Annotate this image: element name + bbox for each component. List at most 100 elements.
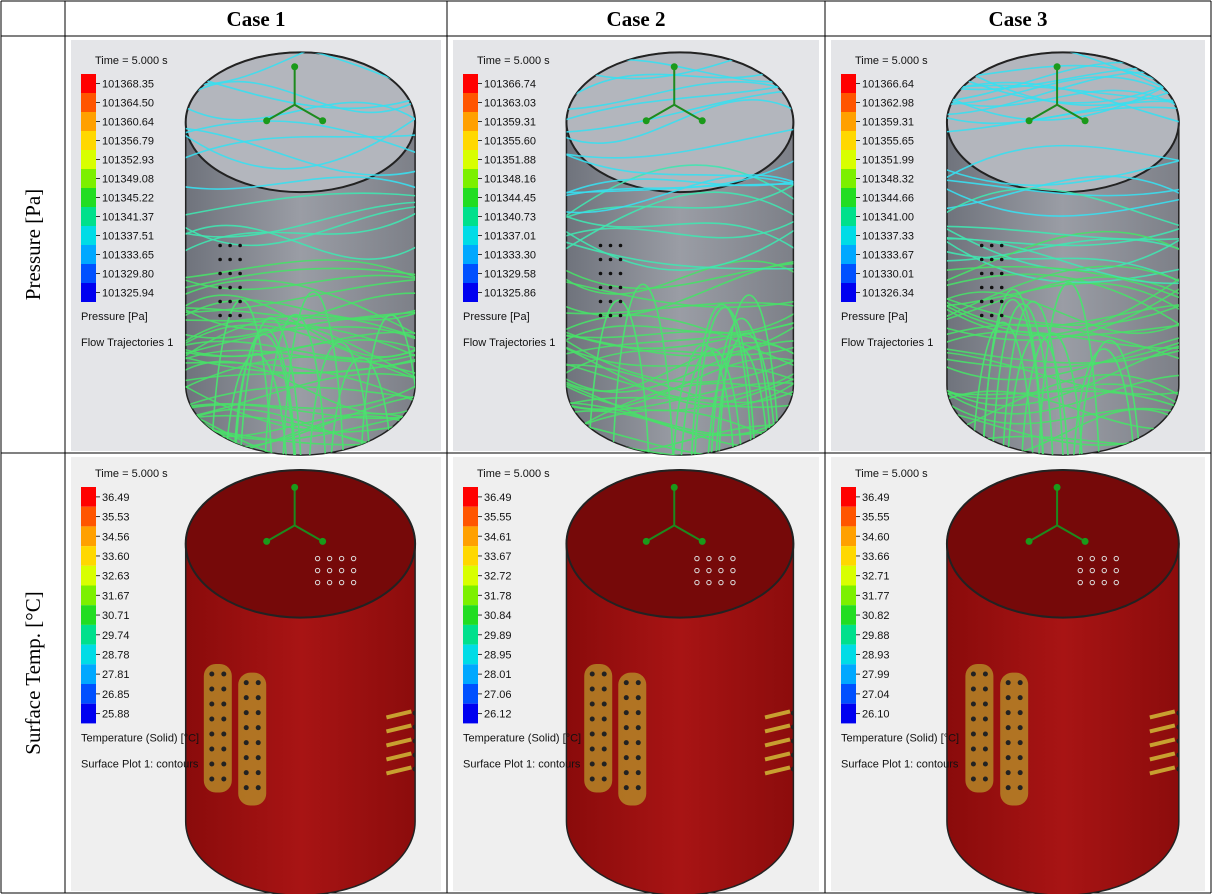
legend-value: 101363.03 bbox=[484, 98, 536, 110]
legend-swatch bbox=[841, 586, 856, 606]
axis-tip bbox=[671, 63, 678, 70]
inlet-hole bbox=[609, 314, 613, 318]
hole bbox=[1006, 710, 1011, 715]
legend-swatch bbox=[81, 586, 96, 606]
hole bbox=[590, 702, 595, 707]
legend-value: 101325.86 bbox=[484, 288, 536, 300]
hole bbox=[1018, 740, 1023, 745]
inlet-hole bbox=[238, 258, 242, 262]
inlet-hole bbox=[218, 272, 222, 276]
legend-value: 101326.34 bbox=[862, 288, 914, 300]
axis-tip bbox=[291, 63, 298, 70]
hole bbox=[971, 717, 976, 722]
legend-value: 26.85 bbox=[102, 689, 130, 701]
hole bbox=[244, 695, 249, 700]
figure-table: Case 1Case 2Case 3Pressure [Pa]Surface T… bbox=[0, 0, 1212, 894]
legend-swatch bbox=[463, 93, 478, 112]
legend-swatch bbox=[463, 264, 478, 283]
hole bbox=[983, 687, 988, 692]
legend-swatch bbox=[841, 264, 856, 283]
hole bbox=[602, 702, 607, 707]
inlet-hole bbox=[619, 314, 623, 318]
legend-value: 101349.08 bbox=[102, 174, 154, 186]
legend-swatch bbox=[463, 507, 478, 527]
hole bbox=[221, 672, 226, 677]
inlet-hole bbox=[599, 244, 603, 248]
hole bbox=[256, 725, 261, 730]
plot-label: Surface Plot 1: contours bbox=[841, 758, 959, 770]
legend-value: 101325.94 bbox=[102, 288, 154, 300]
legend-value: 101362.98 bbox=[862, 98, 914, 110]
legend-swatch bbox=[81, 625, 96, 645]
hole bbox=[221, 777, 226, 782]
inlet-hole bbox=[599, 300, 603, 304]
legend-swatch bbox=[463, 245, 478, 264]
hole bbox=[1006, 755, 1011, 760]
hole bbox=[624, 710, 629, 715]
hole bbox=[256, 740, 261, 745]
inlet-hole bbox=[228, 286, 232, 290]
inlet-hole bbox=[218, 244, 222, 248]
legend-swatch bbox=[841, 112, 856, 131]
hot-spot bbox=[238, 673, 266, 806]
legend-value: 30.84 bbox=[484, 610, 512, 622]
inlet-hole bbox=[1000, 286, 1004, 290]
inlet-hole bbox=[228, 314, 232, 318]
simulation-image: Time = 5.000 s101368.35101364.50101360.6… bbox=[71, 21, 441, 470]
hole bbox=[209, 777, 214, 782]
legend-value: 32.72 bbox=[484, 571, 512, 583]
hole bbox=[1018, 725, 1023, 730]
legend-value: 31.78 bbox=[484, 590, 512, 602]
hole bbox=[971, 672, 976, 677]
hole bbox=[209, 732, 214, 737]
legend-swatch bbox=[81, 526, 96, 546]
legend-swatch bbox=[81, 112, 96, 131]
simulation-image: Time = 5.000 s101366.74101363.03101359.3… bbox=[453, 0, 819, 469]
inlet-hole bbox=[599, 286, 603, 290]
legend-swatch bbox=[463, 188, 478, 207]
hole bbox=[971, 777, 976, 782]
row-label: Surface Temp. [°C] bbox=[21, 591, 45, 754]
hole bbox=[602, 687, 607, 692]
hole bbox=[1018, 695, 1023, 700]
hole bbox=[1006, 680, 1011, 685]
legend-value: 101352.93 bbox=[102, 155, 154, 167]
hole bbox=[256, 785, 261, 790]
inlet-hole bbox=[990, 258, 994, 262]
inlet-hole bbox=[218, 258, 222, 262]
hole bbox=[983, 717, 988, 722]
plot-label: Surface Plot 1: contours bbox=[463, 758, 581, 770]
legend-swatch bbox=[81, 546, 96, 566]
hole bbox=[1018, 710, 1023, 715]
legend-swatch bbox=[81, 188, 96, 207]
hole bbox=[244, 740, 249, 745]
inlet-hole bbox=[1000, 244, 1004, 248]
inlet-hole bbox=[228, 300, 232, 304]
legend-value: 101340.73 bbox=[484, 212, 536, 224]
inlet-hole bbox=[238, 286, 242, 290]
hole bbox=[624, 755, 629, 760]
legend-value: 101344.66 bbox=[862, 193, 914, 205]
legend-swatch bbox=[463, 226, 478, 245]
legend-value: 29.88 bbox=[862, 630, 890, 642]
legend-swatch bbox=[463, 283, 478, 302]
axis-tip bbox=[643, 117, 650, 124]
hole bbox=[221, 687, 226, 692]
hole bbox=[1018, 755, 1023, 760]
legend-value: 101348.16 bbox=[484, 174, 536, 186]
legend-swatch bbox=[81, 704, 96, 724]
hole bbox=[590, 732, 595, 737]
legend-swatch bbox=[841, 684, 856, 704]
time-label: Time = 5.000 s bbox=[95, 468, 168, 480]
legend-value: 101337.51 bbox=[102, 231, 154, 243]
hole bbox=[983, 762, 988, 767]
hole bbox=[636, 770, 641, 775]
hole bbox=[602, 777, 607, 782]
hole bbox=[602, 717, 607, 722]
quantity-label: Pressure [Pa] bbox=[81, 311, 148, 323]
hole bbox=[971, 702, 976, 707]
legend-value: 101344.45 bbox=[484, 193, 536, 205]
hole bbox=[590, 687, 595, 692]
hole bbox=[209, 747, 214, 752]
inlet-hole bbox=[980, 244, 984, 248]
